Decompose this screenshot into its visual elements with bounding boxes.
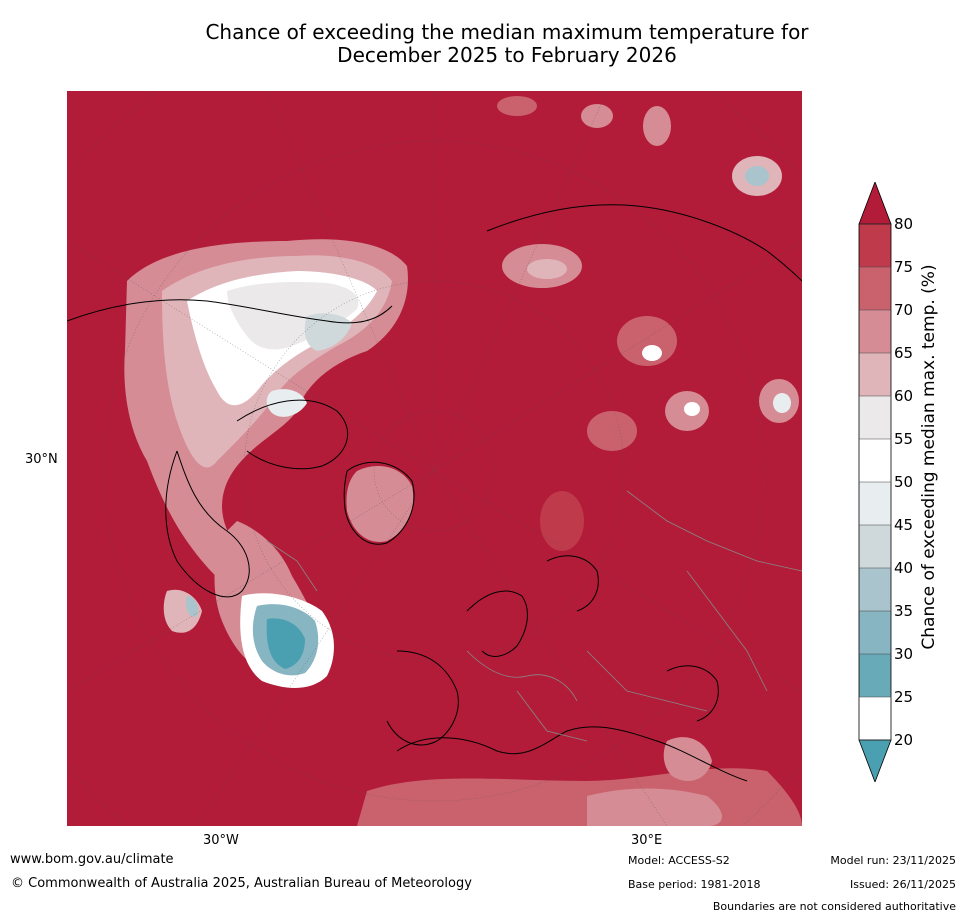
greenland-region [346,466,414,542]
colorbar-tick-label: 40 [894,559,913,577]
longitude-label-30w: 30°W [203,833,239,848]
colorbar-segment [859,267,891,310]
colorbar-tick-label: 25 [894,688,913,706]
colorbar-tick-label: 80 [894,215,913,233]
map-title: Chance of exceeding the median maximum t… [0,21,965,67]
colorbar-tick-label: 50 [894,473,913,491]
colorbar-segment [859,568,891,611]
colorbar-tick-label: 65 [894,344,913,362]
probability-map [67,91,802,826]
colorbar-title: Chance of exceeding median max. temp. (%… [919,264,939,650]
colorbar-segment [859,482,891,525]
colorbar-segment [859,396,891,439]
colorbar-segment [859,525,891,568]
colorbar-tick-label: 30 [894,645,913,663]
colorbar-tick-label: 35 [894,602,913,620]
map-panel[interactable] [67,91,802,826]
title-line-1: Chance of exceeding the median maximum t… [205,20,809,44]
graticule [67,91,802,826]
colorbar-tick-label: 75 [894,258,913,276]
colorbar-arrow-top [858,180,892,225]
colorbar-tick-label: 60 [894,387,913,405]
north-atlantic-anomaly-region [163,521,334,688]
footer-copyright: © Commonwealth of Australia 2025, Austra… [11,876,472,891]
north-america-anomaly-region [124,239,408,611]
footer-url[interactable]: www.bom.gov.au/climate [10,852,174,867]
footer-base-period: Base period: 1981-2018 [628,878,761,891]
colorbar-tick-label: 20 [894,731,913,749]
colorbar-segment [859,439,891,482]
colorbar-tick-label: 45 [894,516,913,534]
coastlines [67,204,802,782]
footer-issued: Issued: 26/11/2025 [849,878,956,891]
country-borders [266,490,802,742]
colorbar-segment [859,654,891,697]
title-line-2: December 2025 to February 2026 [337,43,677,67]
footer-disclaimer: Boundaries are not considered authoritat… [712,900,956,913]
colorbar-tick-label: 70 [894,301,913,319]
colorbar: 80 75 70 65 60 55 50 45 40 35 30 25 20 [855,180,965,784]
latitude-label-30n: 30°N [25,452,58,467]
longitude-label-30e: 30°E [631,833,663,848]
colorbar-segment [859,224,891,267]
eurasia-anomaly-patches [497,96,799,551]
colorbar-graphic: 80 75 70 65 60 55 50 45 40 35 30 25 20 [858,180,913,784]
colorbar-segment [859,353,891,396]
footer-model: Model: ACCESS-S2 [628,854,730,867]
colorbar-segment [859,310,891,353]
colorbar-tick-label: 55 [894,430,913,448]
colorbar-segment [859,611,891,654]
footer-model-run: Model run: 23/11/2025 [830,854,956,867]
colorbar-arrow-bottom [858,739,892,784]
